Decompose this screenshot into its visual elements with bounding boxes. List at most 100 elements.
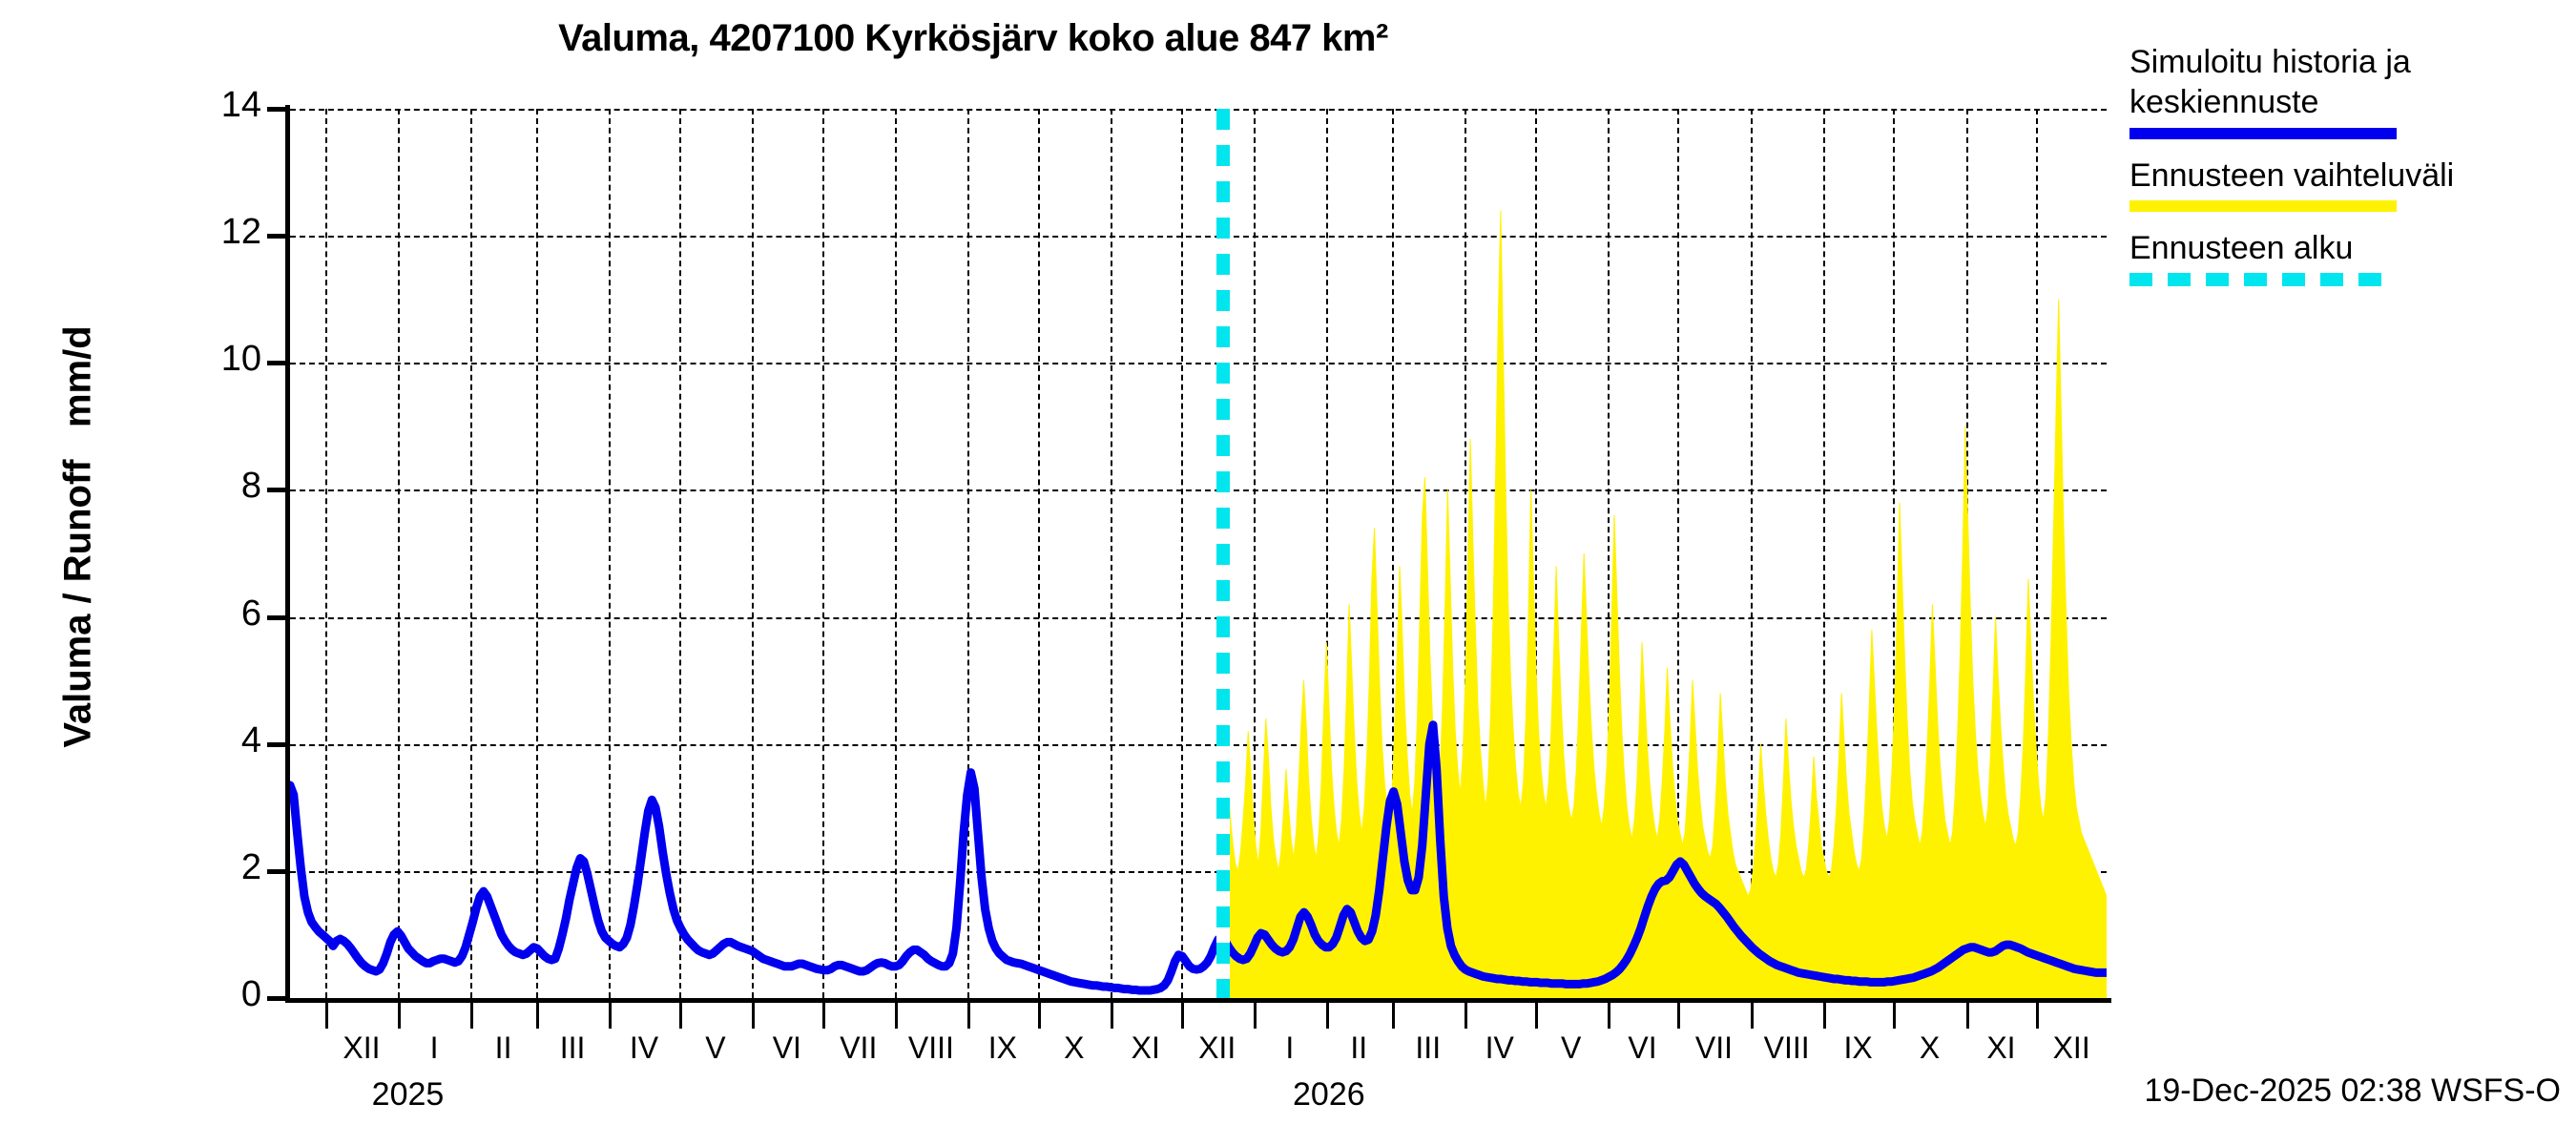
gridline-v-24 [2036,109,2039,998]
x-tick-mark-12 [1180,1000,1184,1029]
x-month-label-21: IX [1843,1030,1873,1065]
x-tick-mark-21 [1822,1000,1826,1029]
x-month-label-1: I [429,1030,439,1065]
y-tick-mark-4 [267,741,288,747]
x-month-label-3: III [559,1030,586,1065]
y-tick-label-4: 4 [240,719,261,760]
x-tick-mark-14 [1325,1000,1329,1029]
y-tick-mark-10 [267,361,288,366]
gridline-h-14 [290,109,2107,111]
legend-label-range: Ennusteen vaihteluväli [2129,157,2455,194]
y-tick-mark-14 [267,107,288,112]
footer-timestamp: 19-Dec-2025 02:38 WSFS-O [2144,1072,2561,1109]
x-tick-mark-18 [1607,1000,1610,1029]
x-tick-mark-2 [470,1000,474,1029]
gridline-v-22 [1893,109,1896,998]
x-tick-mark-4 [609,1000,613,1029]
legend-swatch-forecast-start [2129,273,2397,286]
forecast-start-line [1215,109,1230,998]
gridline-v-10 [1037,109,1040,998]
y-tick-mark-8 [267,488,288,493]
x-month-label-11: XI [1131,1030,1160,1065]
gridline-v-13 [1253,109,1256,998]
x-tick-mark-22 [1893,1000,1897,1029]
gridline-v-6 [751,109,754,998]
x-month-label-8: VIII [907,1030,954,1065]
y-tick-mark-12 [267,234,288,239]
gridline-v-8 [894,109,897,998]
legend-swatch-history [2129,128,2397,139]
x-axis-ticks: XII I II III IV V VI VII VIII IX X XI XII I II III IV V VI… [290,1000,2112,1065]
gridline-v-1 [398,109,400,998]
x-month-label-9: IX [987,1030,1017,1065]
x-tick-mark-0 [324,1000,328,1029]
gridline-v-14 [1325,109,1328,998]
x-month-label-20: VIII [1763,1030,1810,1065]
gridline-v-15 [1391,109,1394,998]
x-tick-mark-20 [1750,1000,1754,1029]
gridline-v-21 [1822,109,1825,998]
gridline-v-12 [1180,109,1183,998]
x-year-label-2026: 2026 [1293,1076,1365,1113]
gridline-v-9 [967,109,969,998]
x-month-label-19: VII [1694,1030,1734,1065]
gridline-h-2 [290,870,2107,873]
history-median-line [290,720,2107,995]
x-month-label-0: XII [343,1030,381,1065]
gridline-v-3 [535,109,538,998]
legend-label-forecast-start: Ennusteen alku [2129,230,2354,266]
x-month-label-15: III [1415,1030,1442,1065]
y-tick-label-8: 8 [240,466,261,507]
y-tick-mark-6 [267,614,288,620]
x-axis-line [285,998,2111,1003]
x-tick-mark-11 [1110,1000,1113,1029]
x-tick-mark-17 [1534,1000,1538,1029]
forecast-range-band [1222,210,2107,998]
x-tick-mark-10 [1037,1000,1041,1029]
x-tick-mark-1 [398,1000,401,1029]
x-tick-mark-24 [2036,1000,2040,1029]
x-month-label-13: I [1285,1030,1295,1065]
y-axis-title: Valuma / Runoff mm/d [56,325,99,748]
x-month-label-14: II [1350,1030,1368,1065]
x-year-label-2025: 2025 [371,1076,445,1113]
x-tick-mark-9 [967,1000,970,1029]
gridline-h-6 [290,616,2107,619]
gridline-v-5 [678,109,681,998]
x-month-label-5: V [705,1030,726,1065]
y-axis-line [285,105,290,1002]
gridline-v-2 [470,109,473,998]
x-month-label-18: VI [1628,1030,1657,1065]
gridline-v-11 [1110,109,1112,998]
x-month-label-7: VII [840,1030,878,1065]
gridline-v-20 [1750,109,1753,998]
series-canvas [290,210,2107,998]
x-tick-mark-7 [821,1000,825,1029]
chart-legend: Simuloitu historia ja keskiennuste Ennus… [2129,42,2568,303]
x-tick-mark-8 [894,1000,898,1029]
gridline-v-19 [1677,109,1680,998]
gridline-v-18 [1607,109,1610,998]
gridline-h-4 [290,743,2107,746]
y-tick-mark-0 [267,996,288,1001]
x-tick-mark-5 [678,1000,682,1029]
gridline-v-16 [1464,109,1466,998]
x-tick-mark-6 [751,1000,755,1029]
x-month-label-16: IV [1485,1030,1514,1065]
gridline-v-4 [609,109,612,998]
x-tick-mark-3 [535,1000,539,1029]
x-tick-mark-16 [1464,1000,1467,1029]
x-tick-mark-19 [1677,1000,1681,1029]
gridline-h-12 [290,236,2107,239]
x-month-label-22: X [1919,1030,1941,1065]
gridline-v-0 [324,109,327,998]
y-tick-label-6: 6 [240,593,261,634]
x-tick-mark-13 [1253,1000,1257,1029]
gridline-v-17 [1534,109,1537,998]
x-month-label-4: IV [629,1030,659,1065]
gridline-h-8 [290,489,2107,492]
y-tick-mark-2 [267,868,288,874]
legend-swatch-range [2129,200,2397,212]
y-tick-label-10: 10 [220,339,261,380]
